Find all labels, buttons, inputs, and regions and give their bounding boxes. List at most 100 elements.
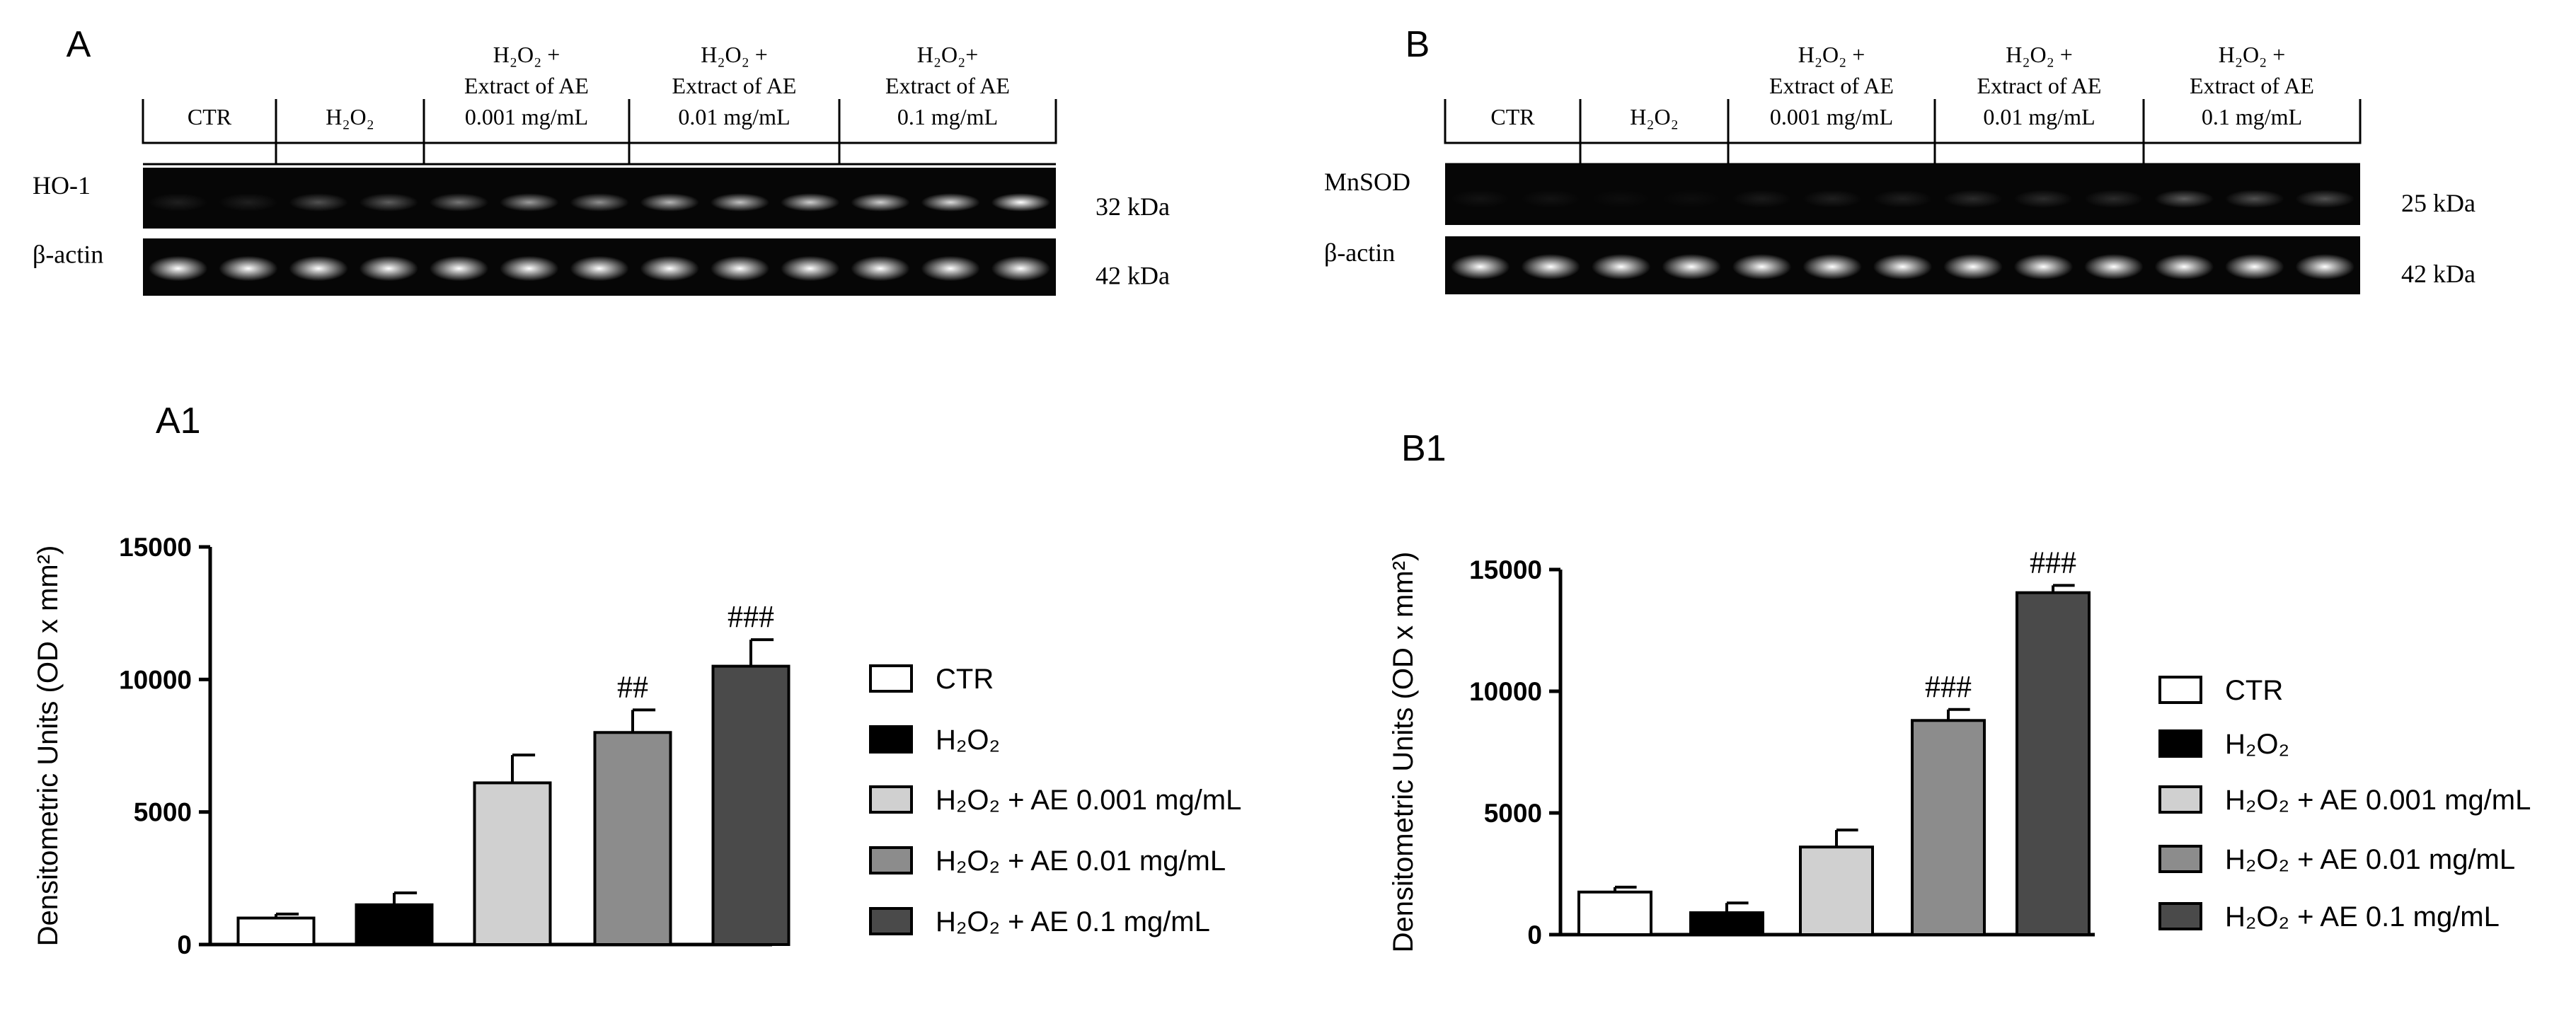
lane-label: H₂O₂ +: [2006, 42, 2073, 67]
blot-band: [1450, 253, 1510, 280]
lane-label: 0.1 mg/mL: [2202, 104, 2302, 129]
lane-label: Extract of AE: [1977, 73, 2102, 98]
lane-label: H₂O₂ +: [2219, 42, 2286, 67]
row-label: HO-1: [33, 171, 91, 200]
legend-swatch: [869, 846, 913, 874]
legend-label: CTR: [2225, 675, 2283, 706]
bar: [1911, 719, 1986, 937]
lane-label: H₂O₂ +: [1798, 42, 1865, 67]
lane-label: CTR: [1490, 104, 1535, 129]
bar: [355, 903, 434, 947]
lane-label: 0.1 mg/mL: [897, 104, 998, 129]
blot-band: [2295, 190, 2355, 208]
blot-band: [1943, 190, 2003, 208]
row-label: β-actin: [33, 241, 103, 269]
blot-band: [219, 255, 278, 282]
lane-label: H₂O₂ +: [493, 42, 560, 67]
legend-swatch: [2158, 729, 2202, 758]
blot-band: [2084, 253, 2144, 280]
size-label: 32 kDa: [1096, 192, 1170, 221]
legend-swatch: [2158, 785, 2202, 814]
blot-band: [289, 193, 348, 212]
bar: [1577, 890, 1652, 937]
blot-band: [2225, 253, 2284, 280]
bar: [236, 916, 316, 946]
lane-label: H₂O₂: [326, 104, 374, 129]
blot-band: [1873, 190, 1933, 208]
y-axis-label: Densitometric Units (OD x mm²): [33, 545, 64, 947]
blot-band: [1592, 190, 1651, 208]
blot-band: [1873, 253, 1933, 280]
blot-band: [710, 193, 770, 212]
blot-band: [2154, 190, 2214, 208]
y-tick-label: 5000: [134, 798, 192, 827]
bar: [1799, 845, 1874, 937]
blot-band: [1802, 190, 1862, 208]
blot-band: [2013, 190, 2074, 208]
blot-band: [500, 193, 559, 212]
blot-band: [429, 255, 489, 282]
size-label: 25 kDa: [2401, 189, 2476, 217]
y-tick-label: 5000: [1484, 799, 1542, 828]
legend-label: H₂O₂ + AE 0.1 mg/mL: [2225, 901, 2500, 933]
y-tick-label: 10000: [119, 665, 192, 694]
blot-band: [219, 193, 278, 212]
blot-band: [1662, 253, 1721, 280]
header-bracket: [142, 99, 1057, 144]
lane-label: 0.001 mg/mL: [465, 104, 588, 129]
lane-label: 0.001 mg/mL: [1770, 104, 1893, 129]
blot-band: [570, 193, 629, 212]
blot-band: [2225, 190, 2284, 208]
blot-band: [991, 193, 1051, 212]
legend-label: H₂O₂ + AE 0.001 mg/mL: [2225, 785, 2531, 816]
lane-label: Extract of AE: [464, 73, 589, 98]
blot-band: [148, 193, 208, 212]
legend-label: H₂O₂ + AE 0.1 mg/mL: [936, 906, 1210, 937]
chart-title: B1: [1401, 428, 1447, 469]
bar: [1689, 911, 1764, 937]
blot-band: [1521, 190, 1580, 208]
blot-band: [359, 193, 418, 212]
y-tick-label: 0: [177, 930, 192, 959]
blot-band: [570, 255, 629, 282]
lane-label: H₂O₂ +: [701, 42, 768, 67]
blot-band: [991, 255, 1051, 282]
lane-label: Extract of AE: [1769, 73, 1894, 98]
blot-band: [429, 193, 489, 212]
legend-swatch: [869, 907, 913, 935]
blot-band: [921, 255, 980, 282]
blot-band: [359, 255, 418, 282]
blot-band: [1943, 253, 2003, 280]
legend-label: CTR: [936, 664, 994, 695]
legend-swatch: [2158, 902, 2202, 930]
blot-band: [781, 255, 840, 282]
chart-title: A1: [156, 400, 201, 441]
blot-band: [2013, 253, 2074, 280]
size-label: 42 kDa: [1096, 262, 1170, 290]
legend-swatch: [2158, 676, 2202, 704]
y-axis-label: Densitometric Units (OD x mm²): [1388, 552, 1419, 953]
legend-label: H₂O₂: [2225, 729, 2289, 760]
lane-label: 0.01 mg/mL: [678, 104, 790, 129]
row-label: β-actin: [1324, 238, 1395, 267]
blot-band: [1521, 253, 1580, 280]
bar: [473, 781, 552, 947]
bar: [2016, 591, 2091, 936]
row-label: MnSOD: [1324, 168, 1410, 196]
annotation: ###: [2030, 545, 2076, 579]
blot-band: [1591, 253, 1651, 280]
legend-label: H₂O₂ + AE 0.01 mg/mL: [2225, 844, 2515, 875]
legend-label: H₂O₂ + AE 0.01 mg/mL: [936, 845, 1226, 877]
bar: [593, 731, 672, 947]
annotation: ###: [1925, 669, 1972, 704]
bar: [711, 664, 790, 946]
blot-band: [921, 193, 980, 212]
blot-band: [1450, 190, 1510, 208]
y-tick-label: 15000: [1469, 555, 1542, 584]
legend-swatch: [2158, 845, 2202, 873]
legend-swatch: [869, 725, 913, 754]
lane-label: 0.01 mg/mL: [1983, 104, 2095, 129]
annotation: ##: [617, 669, 648, 704]
blot-band: [710, 255, 770, 282]
